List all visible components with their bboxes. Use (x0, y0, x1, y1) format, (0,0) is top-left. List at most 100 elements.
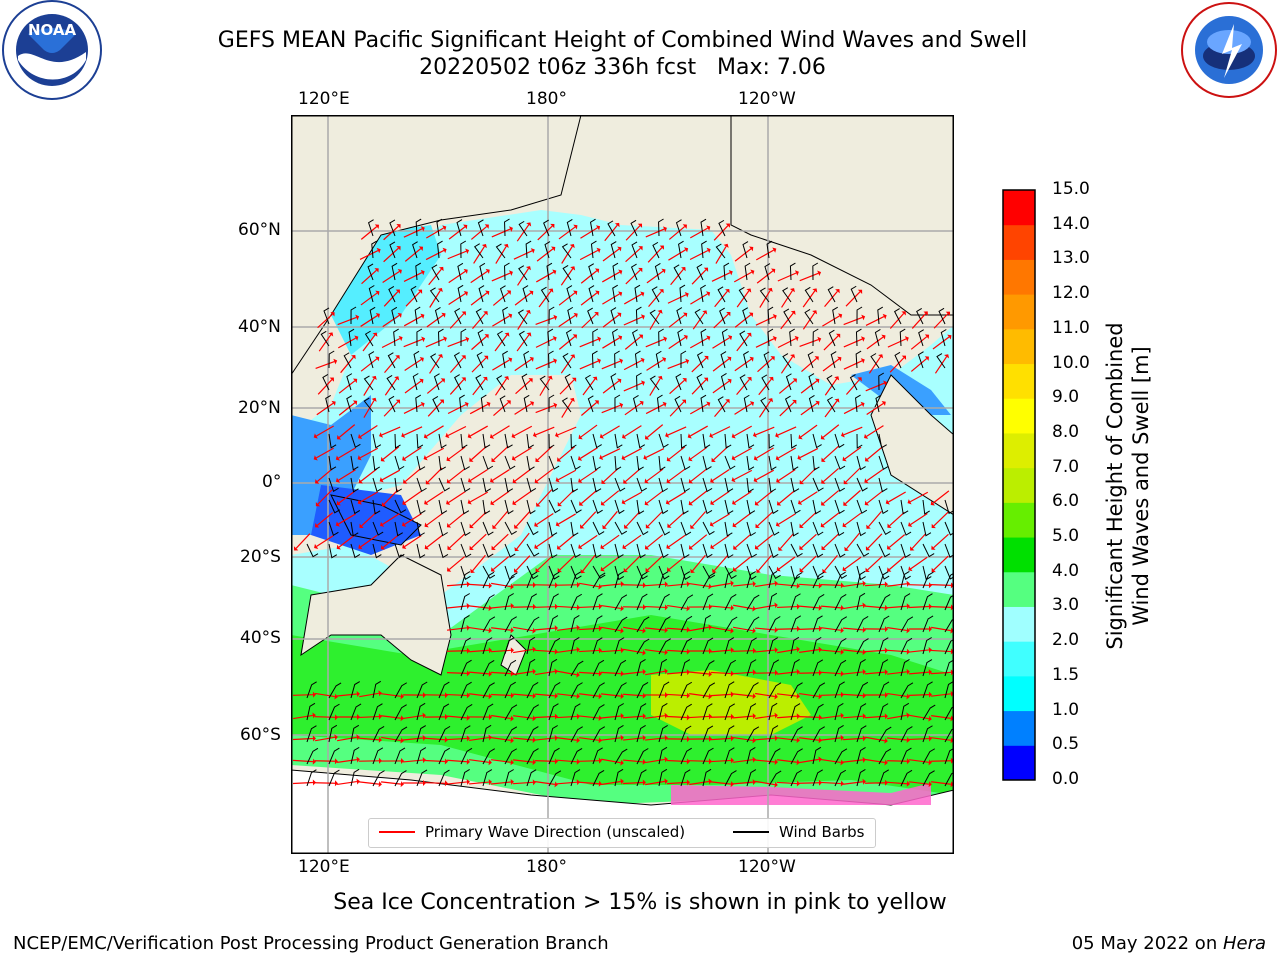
wind-barb (900, 747, 912, 765)
wave-arrow (689, 227, 709, 239)
wind-barb (504, 704, 518, 721)
wave-arrow (578, 627, 600, 631)
wave-arrow-head (535, 567, 540, 573)
wave-arrow (625, 511, 641, 527)
wind-barb (504, 748, 518, 765)
wave-arrow-head (711, 457, 716, 463)
wave-arrow-head (598, 603, 602, 610)
wave-arrow-head (578, 544, 583, 550)
wave-arrow-head (395, 289, 400, 294)
wave-arrow-head (600, 566, 605, 572)
wave-arrow-head (884, 779, 888, 786)
wave-arrow-head (492, 524, 497, 529)
wave-arrow (886, 737, 908, 741)
wave-arrow-head (640, 314, 645, 320)
wind-barb (393, 328, 399, 347)
wave-arrow (889, 357, 905, 373)
wind-barb (702, 682, 716, 699)
wind-barb (834, 477, 846, 492)
wave-arrow (557, 469, 577, 481)
wave-arrow-head (510, 778, 514, 785)
wave-arrow (492, 490, 510, 504)
wave-arrow-head (818, 625, 822, 632)
wave-arrow-head (799, 479, 804, 485)
wave-arrow-head (334, 780, 338, 787)
wave-arrow (625, 555, 641, 571)
wave-arrow (690, 425, 708, 437)
wave-arrow-head (640, 357, 645, 364)
wave-arrow (601, 626, 621, 632)
wave-arrow (886, 605, 908, 609)
wave-arrow (556, 715, 578, 719)
wind-barb (416, 433, 424, 449)
wind-barb (548, 615, 559, 633)
wave-arrow-head (530, 248, 535, 254)
wave-arrow-head (747, 377, 752, 382)
wave-arrow-head (402, 544, 407, 550)
wave-arrow-head (682, 312, 688, 318)
wave-arrow-head (488, 605, 492, 612)
wave-arrow-head (312, 691, 316, 698)
wave-arrow-head (424, 499, 429, 505)
wave-arrow (844, 556, 862, 570)
wind-barb (763, 351, 770, 369)
wave-arrow-head (357, 455, 362, 461)
wave-arrow-head (396, 246, 401, 251)
wave-arrow (754, 759, 776, 763)
wind-barb (570, 543, 581, 559)
wave-arrow-head (818, 604, 822, 611)
wind-barb (496, 330, 506, 347)
wind-barb (834, 433, 845, 449)
wind-barb (940, 329, 947, 347)
wind-barb (592, 637, 603, 655)
wave-arrow (315, 736, 335, 742)
wave-arrow (534, 627, 556, 631)
wave-arrow (623, 626, 643, 632)
wave-arrow (447, 338, 467, 348)
wave-arrow-head (708, 647, 712, 654)
wave-arrow (561, 400, 573, 418)
wave-arrow (710, 716, 732, 718)
wind-barb (832, 306, 838, 325)
wave-arrow (887, 583, 907, 587)
wave-arrow-head (514, 546, 520, 552)
wave-arrow (820, 781, 842, 785)
wave-arrow (714, 400, 728, 418)
wave-arrow-head (463, 291, 468, 297)
wind-barb (702, 543, 713, 559)
wave-arrow-head (904, 336, 909, 342)
wave-arrow-head (356, 778, 360, 785)
wind-barb (658, 768, 668, 787)
map-title: GEFS MEAN Pacific Significant Height of … (217, 28, 1028, 53)
wave-arrow (758, 555, 772, 571)
wind-barb (680, 433, 687, 449)
wave-arrow (404, 513, 422, 525)
wave-arrow-head (381, 502, 387, 507)
wave-arrow (359, 692, 379, 698)
wind-barb (416, 521, 425, 537)
wave-arrow (493, 533, 509, 549)
wind-barb (856, 703, 867, 721)
wind-barb (877, 306, 884, 325)
wind-barb (460, 521, 471, 537)
wind-barb (790, 543, 803, 558)
colorbar-segment (1003, 224, 1035, 260)
wave-arrow-head (835, 333, 841, 339)
wind-barb (739, 374, 748, 391)
wave-arrow (712, 490, 730, 504)
wave-arrow (512, 759, 534, 763)
wind-barb (548, 593, 559, 611)
wave-arrow (625, 225, 641, 241)
wave-arrow (930, 649, 952, 653)
wave-arrow (888, 534, 906, 548)
wave-arrow-head (556, 545, 562, 550)
wind-barb (658, 433, 669, 449)
wind-barb (649, 375, 660, 391)
wave-arrow (600, 715, 622, 719)
wind-barb (724, 499, 734, 515)
wave-arrow (318, 334, 332, 352)
wave-arrow-head (931, 523, 936, 529)
wave-arrow (711, 582, 731, 588)
wave-arrow (516, 334, 530, 352)
wave-arrow (668, 249, 686, 261)
